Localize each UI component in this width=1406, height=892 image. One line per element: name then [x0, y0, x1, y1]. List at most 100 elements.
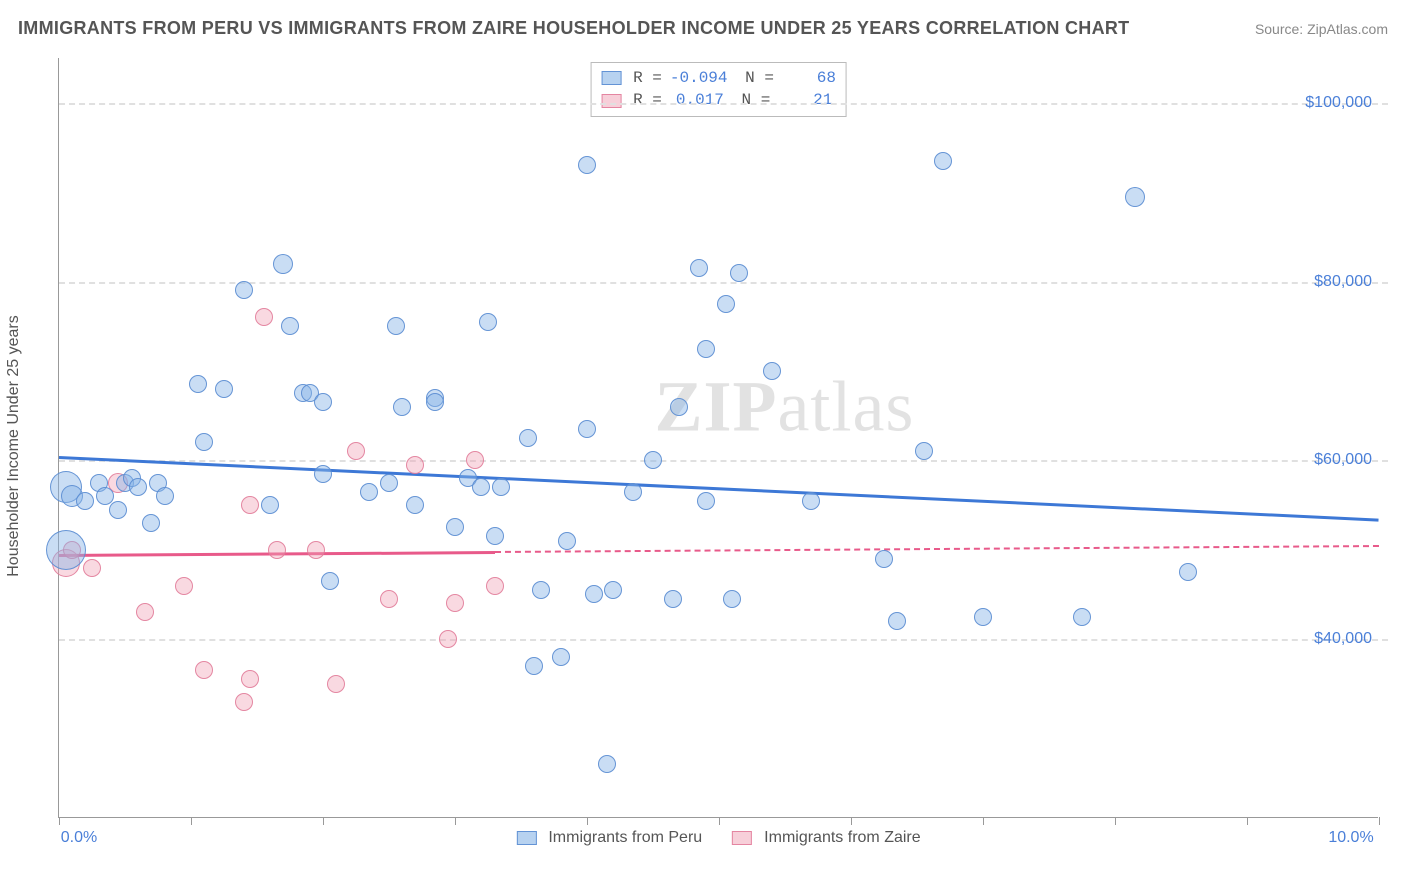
data-point-peru — [723, 590, 741, 608]
data-point-peru — [664, 590, 682, 608]
data-point-zaire — [241, 670, 259, 688]
data-point-peru — [624, 483, 642, 501]
data-point-zaire — [175, 577, 193, 595]
data-point-peru — [974, 608, 992, 626]
data-point-peru — [393, 398, 411, 416]
y-tick-label: $100,000 — [1305, 94, 1380, 112]
legend-item-peru: Immigrants from Peru — [516, 829, 702, 847]
data-point-zaire — [255, 308, 273, 326]
trendline-zaire-dashed — [495, 545, 1379, 553]
data-point-peru — [519, 429, 537, 447]
data-point-peru — [598, 755, 616, 773]
data-point-zaire — [195, 661, 213, 679]
data-point-peru — [915, 442, 933, 460]
x-tick — [851, 817, 852, 825]
data-point-peru — [472, 478, 490, 496]
data-point-peru — [273, 254, 293, 274]
r-label: R = — [633, 67, 662, 89]
data-point-peru — [644, 451, 662, 469]
plot-area: ZIPatlas R = -0.094 N = 68 R = 0.017 N =… — [58, 58, 1378, 818]
data-point-peru — [1179, 563, 1197, 581]
x-tick — [719, 817, 720, 825]
n-value-peru: 68 — [782, 67, 836, 89]
x-tick — [1379, 817, 1380, 825]
data-point-peru — [578, 420, 596, 438]
data-point-peru — [235, 281, 253, 299]
swatch-zaire-icon — [732, 831, 752, 845]
legend-label-peru: Immigrants from Peru — [548, 829, 702, 847]
data-point-peru — [446, 518, 464, 536]
data-point-peru — [717, 295, 735, 313]
data-point-zaire — [466, 451, 484, 469]
n-label: N = — [736, 67, 774, 89]
data-point-zaire — [347, 442, 365, 460]
y-axis-label: Householder Income Under 25 years — [5, 315, 23, 576]
gridline — [59, 282, 1388, 284]
data-point-peru — [314, 393, 332, 411]
source-prefix: Source: — [1255, 21, 1307, 37]
data-point-peru — [558, 532, 576, 550]
data-point-zaire — [136, 603, 154, 621]
data-point-zaire — [268, 541, 286, 559]
swatch-zaire-icon — [601, 94, 621, 108]
data-point-peru — [479, 313, 497, 331]
stats-legend: R = -0.094 N = 68 R = 0.017 N = 21 — [590, 62, 847, 117]
gridline — [59, 460, 1388, 462]
x-tick — [59, 817, 60, 825]
x-tick — [1247, 817, 1248, 825]
data-point-peru — [552, 648, 570, 666]
data-point-peru — [763, 362, 781, 380]
data-point-peru — [697, 492, 715, 510]
source-name: ZipAtlas.com — [1307, 21, 1388, 37]
data-point-zaire — [380, 590, 398, 608]
data-point-peru — [888, 612, 906, 630]
data-point-peru — [380, 474, 398, 492]
data-point-zaire — [327, 675, 345, 693]
data-point-zaire — [235, 693, 253, 711]
data-point-peru — [1073, 608, 1091, 626]
stats-row-peru: R = -0.094 N = 68 — [601, 67, 836, 89]
x-tick — [455, 817, 456, 825]
gridline — [59, 639, 1388, 641]
x-tick-label: 0.0% — [61, 829, 97, 847]
data-point-peru — [426, 393, 444, 411]
legend-label-zaire: Immigrants from Zaire — [764, 829, 920, 847]
data-point-peru — [875, 550, 893, 568]
data-point-peru — [321, 572, 339, 590]
x-tick — [983, 817, 984, 825]
x-tick — [191, 817, 192, 825]
data-point-peru — [156, 487, 174, 505]
data-point-peru — [129, 478, 147, 496]
series-legend: Immigrants from Peru Immigrants from Zai… — [516, 829, 920, 847]
data-point-peru — [1125, 187, 1145, 207]
data-point-peru — [281, 317, 299, 335]
x-tick — [1115, 817, 1116, 825]
data-point-peru — [215, 380, 233, 398]
data-point-peru — [360, 483, 378, 501]
swatch-peru-icon — [516, 831, 536, 845]
data-point-peru — [406, 496, 424, 514]
gridline — [59, 103, 1388, 105]
x-tick — [587, 817, 588, 825]
data-point-peru — [578, 156, 596, 174]
data-point-peru — [670, 398, 688, 416]
data-point-zaire — [446, 594, 464, 612]
r-value-zaire: 0.017 — [670, 89, 724, 111]
data-point-zaire — [241, 496, 259, 514]
data-point-peru — [690, 259, 708, 277]
data-point-zaire — [439, 630, 457, 648]
data-point-peru — [142, 514, 160, 532]
stats-row-zaire: R = 0.017 N = 21 — [601, 89, 836, 111]
data-point-peru — [934, 152, 952, 170]
data-point-peru — [109, 501, 127, 519]
data-point-peru — [802, 492, 820, 510]
data-point-zaire — [406, 456, 424, 474]
data-point-zaire — [83, 559, 101, 577]
data-point-peru — [697, 340, 715, 358]
data-point-peru — [387, 317, 405, 335]
data-point-peru — [486, 527, 504, 545]
n-value-zaire: 21 — [778, 89, 832, 111]
watermark: ZIPatlas — [654, 366, 914, 449]
data-point-peru — [261, 496, 279, 514]
data-point-peru — [532, 581, 550, 599]
